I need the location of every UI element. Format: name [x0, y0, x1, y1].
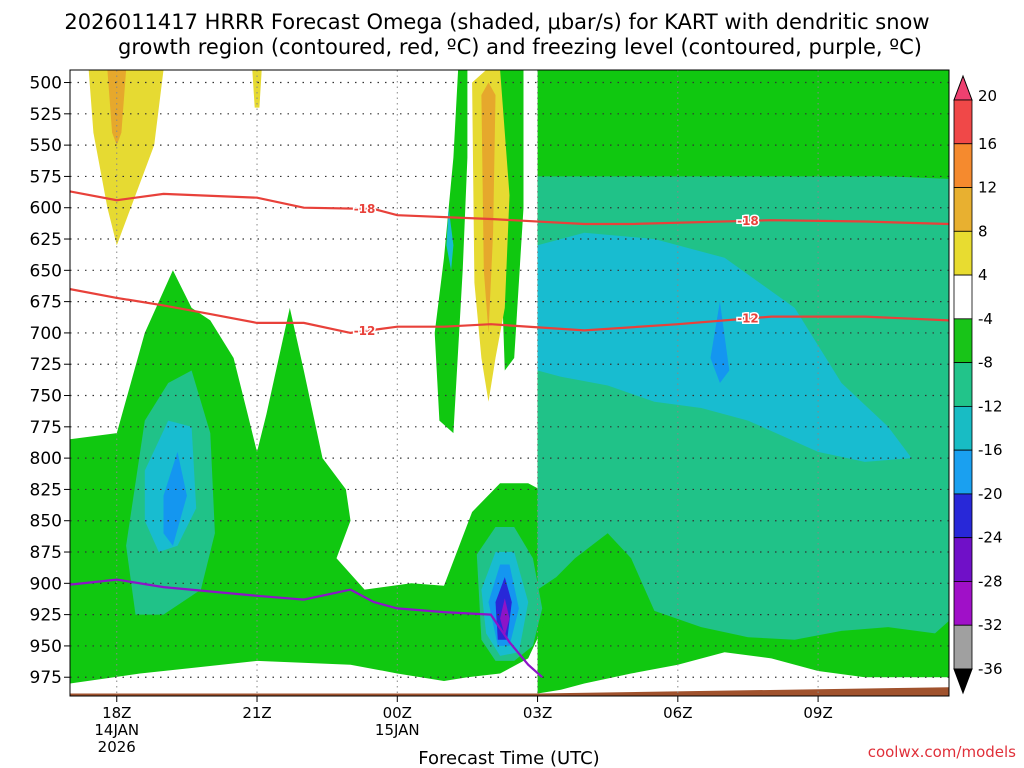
- dgz-contour: [70, 288, 949, 335]
- y-tick-label: 575: [30, 167, 62, 187]
- contours: -18 -18 -12 -12: [70, 190, 949, 679]
- y-tick-label: 650: [30, 261, 62, 281]
- colorbar-segment: [953, 581, 973, 626]
- y-tick-label: 850: [30, 512, 62, 532]
- y-tick-label: 625: [30, 230, 62, 250]
- colorbar-label: -4: [978, 310, 993, 328]
- colorbar-segment: [953, 405, 973, 451]
- y-tick-label: 500: [30, 74, 62, 94]
- x-tick-label: 09Z: [803, 704, 832, 722]
- x-tick-label: 03Z: [523, 704, 552, 722]
- y-tick-label: 950: [30, 637, 62, 657]
- plot-area: -18 -18 -12 -12: [70, 70, 949, 696]
- colorbar-label: -12: [978, 397, 1003, 415]
- colorbar-label: -8: [978, 354, 993, 372]
- dgz-contour: [70, 190, 949, 226]
- colorbar-segment: [953, 493, 973, 539]
- colorbar-segment: [953, 318, 973, 364]
- colorbar-min-triangle: [953, 668, 973, 695]
- y-tick-label: 700: [30, 324, 62, 344]
- x-tick-label: 14JAN: [94, 721, 139, 739]
- omega-region-yellow: [252, 70, 262, 108]
- colorbar-segment: [953, 537, 973, 582]
- y-tick-label: 825: [30, 480, 62, 500]
- y-tick-label: 750: [30, 387, 62, 407]
- omega-shading: [70, 70, 949, 696]
- y-axis: 500 525 550 575 600 625 650 675 700 725 750 775 800 8…: [30, 74, 70, 688]
- omega-region-blue: [163, 451, 187, 546]
- y-tick-label: 975: [30, 668, 62, 688]
- colorbar-label: -36: [978, 660, 1003, 678]
- x-tick-label: 2026: [98, 738, 136, 756]
- colorbar-max-triangle: [953, 74, 973, 101]
- omega-region-purple: [500, 598, 510, 636]
- ground-surface: [70, 687, 949, 696]
- colorbar-segment: [953, 362, 973, 407]
- colorbar-label: -32: [978, 616, 1003, 634]
- colorbar-label: 20: [978, 87, 997, 105]
- y-tick-label: 875: [30, 543, 62, 563]
- colorbar-label: 16: [978, 135, 997, 153]
- omega-region-orange: [107, 70, 127, 146]
- omega-region-yellow: [88, 70, 164, 246]
- colorbar-label: -20: [978, 485, 1003, 503]
- y-tick-label: 800: [30, 449, 62, 469]
- dgz-contour-label: -12: [737, 312, 759, 326]
- colorbar-label: -28: [978, 572, 1003, 590]
- y-tick-label: 550: [30, 136, 62, 156]
- freezing-level-contour: [70, 578, 543, 679]
- y-tick-label: 675: [30, 293, 62, 313]
- chart-title-line2: growth region (contoured, red, ºC) and f…: [118, 35, 922, 59]
- omega-region-blue: [710, 301, 730, 383]
- y-tick-label: 525: [30, 105, 62, 125]
- dgz-contour-label: -12: [354, 324, 376, 338]
- colorbar-segment: [953, 99, 973, 145]
- colorbar-segment: [953, 230, 973, 276]
- y-tick-label: 925: [30, 606, 62, 626]
- x-tick-label: 21Z: [242, 704, 271, 722]
- dgz-contour-label: -18: [354, 202, 376, 216]
- colorbar-segment: [953, 449, 973, 495]
- dgz-contour-label: -18: [737, 214, 759, 228]
- colorbar-label: -24: [978, 529, 1003, 547]
- omega-region-orange: [481, 82, 496, 333]
- x-tick-label: 00Z: [383, 704, 412, 722]
- x-tick-label: 06Z: [663, 704, 692, 722]
- colorbar-label: 8: [978, 222, 988, 240]
- y-tick-label: 600: [30, 199, 62, 219]
- y-tick-label: 900: [30, 574, 62, 594]
- plot-frame: [69, 69, 950, 697]
- colorbar-segment: [953, 624, 973, 670]
- colorbar-label: 4: [978, 266, 988, 284]
- colorbar-segment: [953, 143, 973, 188]
- colorbar-segment: [953, 187, 973, 232]
- chart-title-line1: 2026011417 HRRR Forecast Omega (shaded, …: [64, 10, 929, 34]
- colorbar-segment: [953, 274, 973, 320]
- omega-region-cyan: [446, 207, 454, 271]
- x-axis-label: Forecast Time (UTC): [418, 748, 599, 768]
- source-credit: coolwx.com/models: [868, 743, 1016, 761]
- colorbar: 20 16 12 8 4 -4 -8 -12 -16 -20 -24 -28 -32 -36: [953, 74, 1003, 695]
- y-tick-label: 775: [30, 418, 62, 438]
- x-tick-label: 15JAN: [375, 721, 420, 739]
- colorbar-label: -16: [978, 441, 1003, 459]
- x-tick-label: 18Z: [102, 704, 131, 722]
- colorbar-label: 12: [978, 179, 997, 197]
- y-tick-label: 725: [30, 355, 62, 375]
